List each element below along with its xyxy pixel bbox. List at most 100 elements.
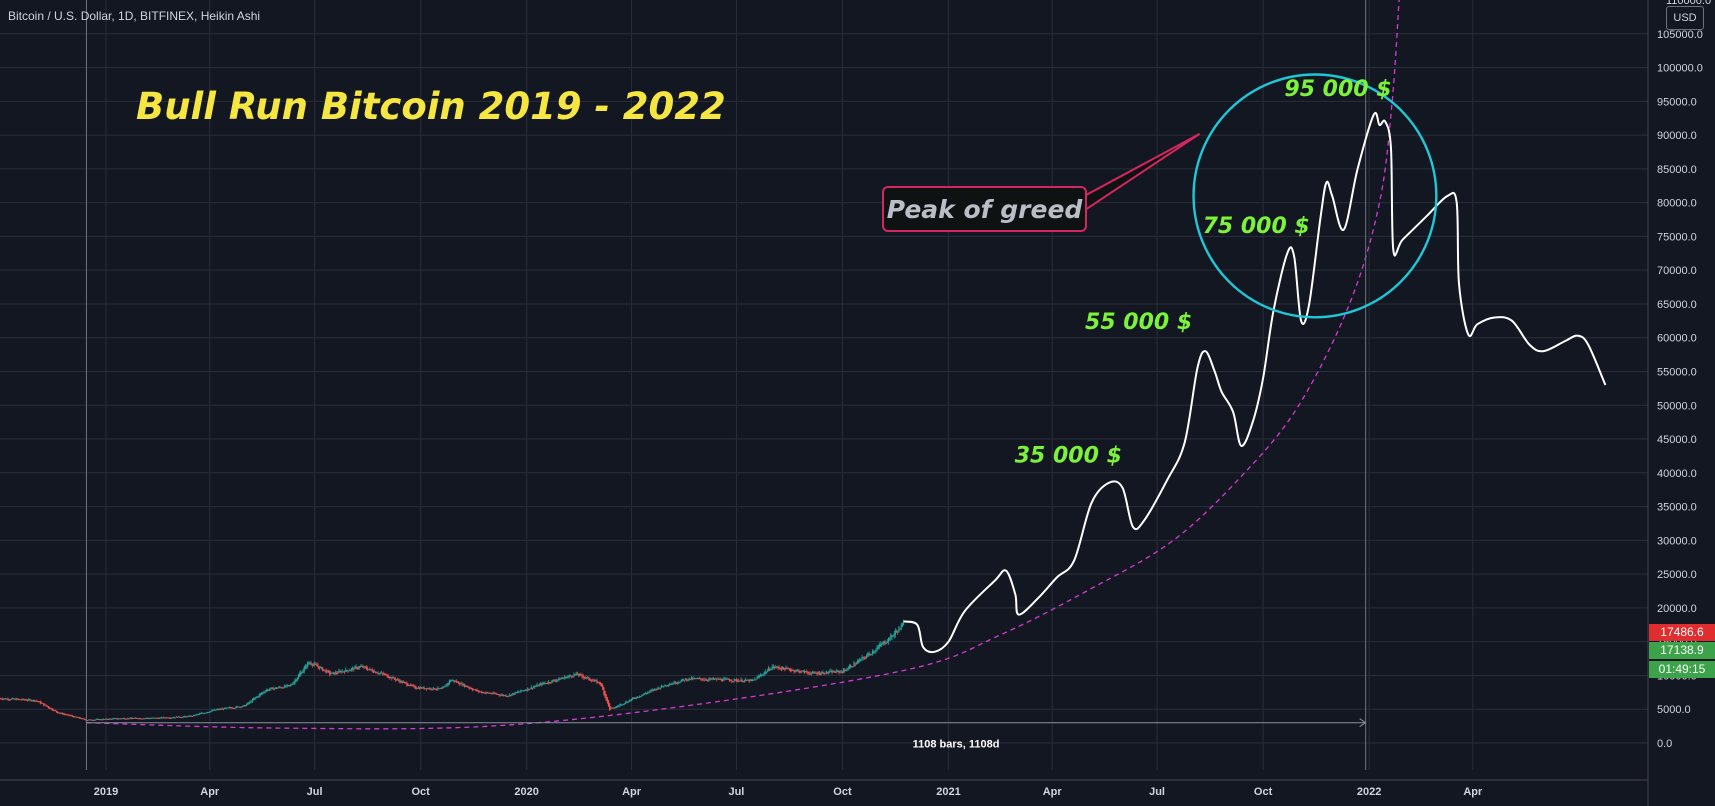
candle-body [749, 679, 751, 681]
candle-body [688, 677, 690, 680]
candle-body [535, 685, 537, 687]
candle-body [734, 679, 736, 681]
candle-body [320, 667, 323, 669]
candle-body [707, 679, 709, 681]
candle-body [14, 698, 16, 700]
candle-body [356, 667, 358, 669]
candle-body [462, 683, 464, 685]
candle-body [421, 687, 423, 689]
candle-body [804, 670, 807, 673]
candle-body [58, 712, 60, 714]
candle-body [776, 666, 778, 668]
y-tick-label: 5000.0 [1657, 704, 1691, 716]
candle-body [220, 709, 222, 711]
candle-body [766, 669, 769, 673]
candle-body [96, 719, 98, 721]
candle-body [270, 687, 272, 690]
x-tick-label: Apr [622, 786, 642, 798]
candle-body [161, 717, 164, 719]
candle-body [713, 678, 716, 680]
candle-body [748, 679, 750, 682]
candle-body [246, 703, 248, 706]
candle-body [165, 717, 167, 719]
candle-body [605, 693, 607, 701]
target-price-label: 95 000 $ [1284, 77, 1391, 102]
candle-body [289, 685, 292, 687]
candle-body [229, 707, 232, 709]
y-tick-label: 55000.0 [1657, 366, 1697, 378]
candle-body [574, 674, 576, 676]
x-tick-label: Oct [411, 786, 430, 798]
y-tick-label: 20000.0 [1657, 603, 1697, 615]
candle-body [304, 664, 306, 670]
candle-body [383, 673, 385, 675]
candle-body [57, 711, 59, 714]
candle-body [619, 704, 621, 707]
candle-body [338, 670, 340, 674]
candle-body [692, 678, 694, 680]
candle-body [557, 679, 559, 681]
peak-circle-shape [1192, 73, 1438, 319]
candle-body [417, 687, 419, 689]
candle-body [501, 694, 504, 696]
y-tick-label: 70000.0 [1657, 265, 1697, 277]
candle-body [108, 718, 111, 720]
candle-body [176, 717, 179, 719]
peak-of-greed-callout: Peak of greed [882, 186, 1087, 232]
candle-body [332, 671, 334, 674]
candle-body [459, 683, 461, 685]
candle-body [856, 661, 859, 664]
x-tick-label: Apr [1463, 786, 1483, 798]
candle-body [405, 682, 407, 684]
candle-body [99, 719, 101, 721]
candle-body [854, 664, 856, 666]
candle-body [254, 697, 256, 700]
candle-body [547, 681, 550, 684]
candle-body [751, 679, 754, 681]
currency-button[interactable]: USD [1666, 6, 1704, 30]
candle-body [747, 679, 749, 681]
candle-body [719, 678, 721, 680]
candle-body [377, 672, 379, 674]
candle-body [479, 691, 482, 693]
candle-body [789, 669, 792, 672]
candle-body [760, 674, 762, 677]
candle-body [7, 698, 9, 700]
candle-body [112, 718, 114, 720]
candle-body [300, 671, 302, 676]
candle-body [872, 652, 875, 654]
candle-body [333, 672, 335, 675]
candle-body [551, 680, 553, 683]
candle-body [577, 674, 580, 676]
candle-body [294, 679, 296, 683]
candle-body [430, 688, 432, 690]
candle-body [867, 653, 869, 657]
candle-body [550, 682, 552, 684]
candle-body [426, 688, 429, 690]
candle-body [639, 696, 641, 698]
candle-body [757, 675, 759, 679]
candle-body [365, 666, 368, 670]
y-tick-label: 0.0 [1657, 738, 1672, 750]
candle-body [315, 664, 317, 666]
candle-body [295, 679, 297, 682]
candle-body [350, 668, 353, 671]
candle-body [735, 679, 738, 682]
candle-body [721, 679, 724, 682]
candle-body [833, 671, 835, 673]
candle-body [266, 689, 268, 691]
candle-body [10, 698, 13, 700]
candle-body [22, 698, 24, 700]
candle-body [591, 680, 593, 682]
candle-body [594, 679, 596, 681]
candle-body [90, 719, 92, 721]
candle-body [769, 669, 771, 671]
candle-body [60, 712, 62, 714]
chart-title: Bull Run Bitcoin 2019 - 2022 [136, 85, 726, 128]
candle-body [157, 717, 159, 719]
candle-body [24, 699, 26, 701]
candle-body [327, 671, 330, 673]
candle-body [256, 696, 258, 698]
candle-body [647, 692, 649, 694]
